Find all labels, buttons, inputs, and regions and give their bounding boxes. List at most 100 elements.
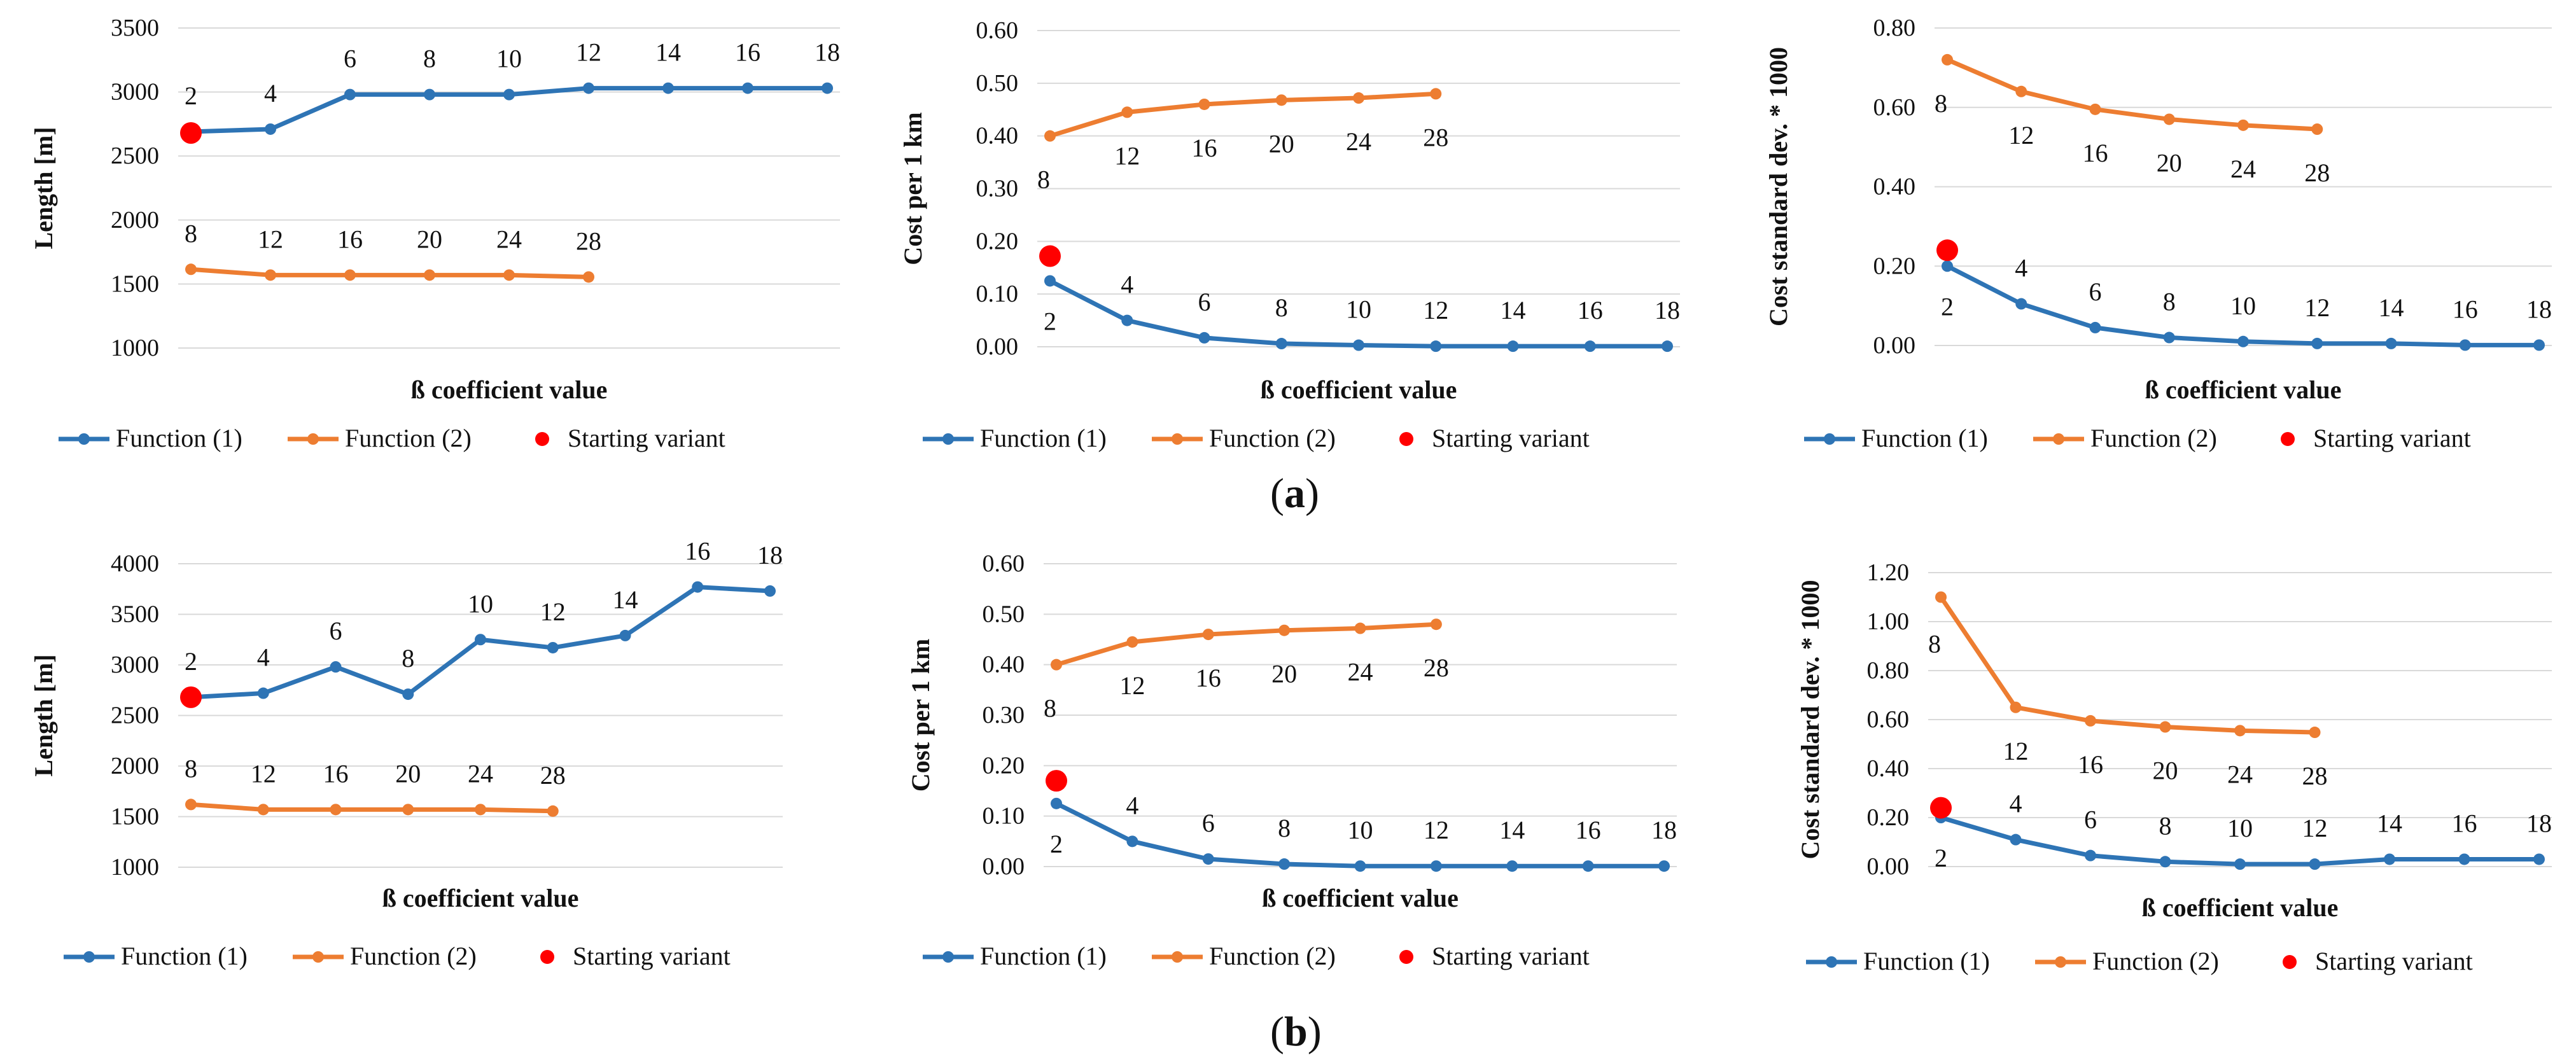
function1-data-label: 14 <box>2379 293 2404 322</box>
function1-point <box>619 629 631 641</box>
function2-point <box>2010 701 2022 713</box>
function2-data-label: 12 <box>258 225 283 253</box>
x-axis-label: ß coefficient value <box>1261 375 1457 404</box>
function2-point <box>257 804 269 816</box>
legend-function2: Function (2) <box>293 942 477 970</box>
function2-data-label: 16 <box>1192 134 1217 162</box>
function1-data-label: 6 <box>2089 277 2102 306</box>
chart-1: 1000 1500 2000 2500 3000 3500 ß coefficient va… <box>29 15 840 452</box>
y-tick-label: 0.80 <box>1867 657 1910 684</box>
chart-4: 1000 1500 2000 2500 3000 3500 4000 ß coefficien… <box>29 537 783 970</box>
y-tick-label: 0.30 <box>976 176 1019 202</box>
legend-starting-variant: Starting variant <box>535 424 725 452</box>
function2-point <box>402 804 414 816</box>
legend-swatch-marker <box>942 951 954 963</box>
function1-point <box>2385 337 2397 349</box>
function1-data-label: 6 <box>330 617 342 645</box>
legend: Function (1) Function (2) Starting variant <box>1804 424 2471 452</box>
function1-data-label: 12 <box>540 597 566 626</box>
function2-line <box>1939 596 2315 735</box>
function2-data-label: 20 <box>1271 660 1297 688</box>
function1-point <box>344 88 356 101</box>
function1-data-label: 18 <box>2526 295 2552 323</box>
y-axis-label: Length [m] <box>29 654 58 776</box>
function1-data-label: 2 <box>1050 830 1063 858</box>
legend-starting-variant: Starting variant <box>1399 942 1590 970</box>
x-axis-label: ß coefficient value <box>1262 884 1459 912</box>
function1-point <box>1275 338 1287 350</box>
function2-point <box>2237 119 2249 131</box>
function2-data-label: 28 <box>2302 762 2328 790</box>
legend-swatch-marker <box>1172 951 1183 963</box>
x-axis-label: ß coefficient value <box>2145 375 2342 404</box>
function1-data-label: 10 <box>1348 816 1373 844</box>
function1-point <box>265 123 276 135</box>
legend: Function (1) Function (2) Starting variant <box>59 424 725 452</box>
function1-point <box>1430 340 1442 352</box>
function2-data-label: 8 <box>1044 694 1056 723</box>
function2-data-label: 16 <box>2083 139 2108 167</box>
function1-data-label: 8 <box>2163 288 2176 316</box>
starting-variant-point <box>180 122 202 144</box>
legend-label: Function (1) <box>980 424 1107 452</box>
function1-data-label: 16 <box>2452 809 2477 837</box>
y-tick-label: 0.50 <box>976 70 1019 97</box>
function2-point <box>475 804 486 816</box>
function2-point <box>2085 715 2096 727</box>
legend-label: Function (2) <box>350 942 477 970</box>
function2-data-label: 12 <box>1119 671 1145 700</box>
legend-label: Function (1) <box>121 942 248 970</box>
function2-data-label: 20 <box>417 225 442 253</box>
function1-point <box>1506 860 1518 872</box>
function1-data-label: 14 <box>1501 296 1526 324</box>
function1-point <box>475 634 486 646</box>
y-tick-label: 2000 <box>111 207 159 234</box>
function2-point <box>1278 624 1291 636</box>
y-tick-label: 1500 <box>111 270 159 297</box>
function2-data-label: 28 <box>2304 158 2330 187</box>
function1-point <box>1278 858 1291 870</box>
function2-line <box>1055 622 1437 667</box>
function1-point <box>662 82 674 94</box>
y-tick-label: 0.60 <box>1867 706 1910 733</box>
chart-5: 0.00 0.10 0.20 0.30 0.40 0.50 0.60 ß coefficien… <box>906 550 1677 970</box>
function2-line <box>190 267 589 279</box>
y-tick-label: 0.20 <box>976 228 1019 255</box>
function1-data-label: 8 <box>1278 814 1291 842</box>
function1-point <box>1202 853 1214 865</box>
function2-point <box>2163 113 2175 125</box>
function1-data-label: 2 <box>185 647 197 676</box>
function1-point <box>2458 853 2470 865</box>
y-tick-label: 1500 <box>111 804 159 830</box>
y-tick-label: 0.00 <box>976 333 1019 360</box>
function2-data-label: 24 <box>1348 658 1373 687</box>
y-tick-label: 3500 <box>111 601 159 628</box>
function1-point <box>1353 339 1364 351</box>
legend-label: Starting variant <box>1432 424 1590 452</box>
legend: Function (1) Function (2) Starting variant <box>64 942 731 970</box>
function2-data-label: 20 <box>395 759 421 788</box>
legend-label: Function (2) <box>2090 424 2217 452</box>
legend-label: Starting variant <box>573 942 731 970</box>
chart-3: 0.00 0.20 0.40 0.60 0.80 ß coefficient value C… <box>1764 15 2552 452</box>
y-tick-label: 0.40 <box>976 123 1019 150</box>
function1-point <box>1430 860 1442 872</box>
function1-point <box>1198 331 1210 344</box>
y-tick-label: 0.20 <box>1873 253 1916 279</box>
starting-variant-point <box>180 686 202 708</box>
function1-data-label: 14 <box>613 585 638 614</box>
legend-swatch-marker <box>535 432 549 446</box>
function1-data-label: 4 <box>1121 270 1133 299</box>
legend-starting-variant: Starting variant <box>2283 947 2473 975</box>
y-tick-label: 0.50 <box>983 601 1025 627</box>
legend-starting-variant: Starting variant <box>540 942 731 970</box>
function2-data-label: 28 <box>576 227 601 255</box>
y-tick-label: 0.40 <box>1867 755 1910 782</box>
function1-data-label: 10 <box>1346 295 1371 324</box>
function2-data-label: 24 <box>2230 155 2256 183</box>
y-axis-label: Cost per 1 km <box>906 639 935 792</box>
function2-line <box>1049 91 1436 139</box>
function1-data-label: 2 <box>1935 844 1947 872</box>
function1-point <box>2533 853 2545 865</box>
y-tick-label: 0.10 <box>983 803 1025 830</box>
